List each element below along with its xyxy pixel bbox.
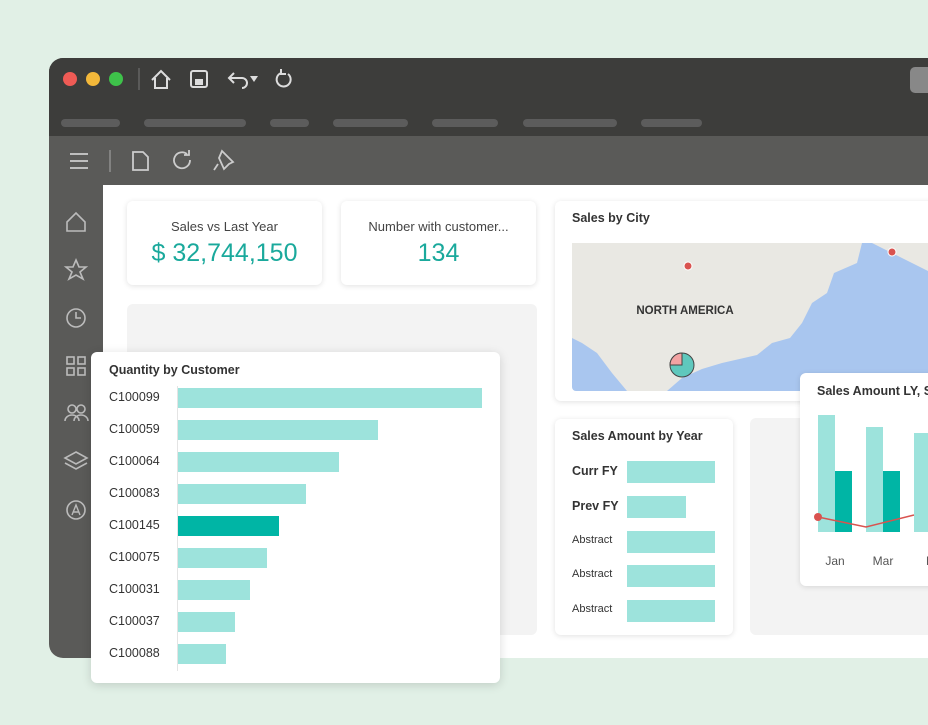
save-icon[interactable] (190, 70, 208, 88)
nav-home[interactable] (66, 211, 86, 232)
category-label: C100099 (109, 390, 160, 404)
chart-card[interactable]: Sales Amount LY, S Jan Mar M (800, 373, 928, 586)
line (817, 514, 915, 528)
bar (178, 452, 339, 472)
bar (627, 495, 686, 518)
category-label: Abstract (572, 568, 613, 581)
category-label: C100031 (109, 582, 160, 596)
menu-icon[interactable] (70, 153, 88, 169)
x-tick-label: Mar (873, 554, 894, 568)
map-marker[interactable] (887, 247, 897, 257)
tab[interactable] (270, 119, 309, 127)
bar (178, 580, 250, 600)
nav-account[interactable] (66, 500, 86, 520)
bar (627, 530, 715, 553)
refresh-icon[interactable] (275, 69, 292, 88)
kpi-card[interactable]: Sales vs Last Year $ 32,744,150 (127, 201, 322, 285)
category-label: C100064 (109, 454, 160, 468)
bar (627, 600, 715, 623)
bar (178, 420, 378, 440)
bar (178, 516, 279, 536)
kpi-card[interactable]: Number with customer... 134 (341, 201, 536, 285)
bar (627, 565, 715, 588)
combo-chart: Jan Mar M (814, 415, 928, 568)
undo-dropdown[interactable] (250, 76, 258, 82)
category-label: Curr FY (572, 464, 618, 478)
chart-card[interactable]: Sales Amount by Year Curr FY Prev FY Abstr… (555, 419, 733, 635)
category-label: C100037 (109, 614, 160, 628)
chart-card[interactable]: Quantity by Customer C100099 C100059 C1000… (91, 352, 500, 683)
new-icon[interactable] (132, 151, 149, 171)
undo-icon[interactable] (227, 72, 248, 89)
reload-icon[interactable] (173, 150, 191, 170)
tab[interactable] (333, 119, 408, 127)
nav-account (71, 503, 81, 516)
category-label: C100075 (109, 550, 160, 564)
card-title: Sales Amount LY, S (817, 384, 928, 398)
tab[interactable] (641, 119, 702, 127)
map-pie (669, 352, 683, 366)
tab[interactable] (61, 119, 120, 127)
land (572, 243, 862, 391)
nav-favorites[interactable] (63, 257, 89, 281)
tab[interactable] (144, 119, 246, 127)
card-title: Sales Amount by Year (572, 429, 703, 443)
nav-layers[interactable] (63, 451, 89, 470)
save-icon (195, 79, 203, 85)
bar (178, 484, 306, 504)
kpi-title: Sales vs Last Year (171, 219, 278, 234)
card-title: Quantity by Customer (109, 363, 240, 377)
close-button[interactable] (63, 72, 77, 86)
bar (866, 427, 883, 532)
card-title: Sales by City (572, 211, 650, 225)
map: NORTH AMERICA (572, 243, 928, 391)
home-icon[interactable] (151, 69, 171, 89)
kpi-value: 134 (417, 239, 460, 267)
nav-users[interactable] (64, 404, 89, 422)
bar (914, 433, 928, 532)
pin-icon[interactable] (213, 149, 235, 171)
bar (627, 461, 715, 483)
tab[interactable] (523, 119, 617, 127)
kpi-value: $ 32,744,150 (151, 239, 298, 267)
map-card[interactable]: Sales by City NORTH AMERICA (555, 201, 928, 401)
bar (883, 471, 900, 532)
axis-line (177, 386, 178, 671)
category-label: C100059 (109, 422, 160, 436)
bar (818, 415, 835, 532)
nav-apps[interactable] (66, 356, 86, 376)
bar (835, 471, 852, 532)
bar (178, 548, 267, 568)
map-label: NORTH AMERICA (636, 305, 733, 317)
x-tick-label: Jan (825, 554, 844, 568)
category-label: Abstract (572, 533, 613, 546)
category-label: C100088 (109, 646, 160, 660)
category-label: C100083 (109, 486, 160, 500)
bar (178, 388, 482, 408)
line-point (814, 513, 822, 521)
land (872, 243, 928, 271)
nav-recent[interactable] (66, 308, 86, 328)
search-button[interactable] (910, 67, 928, 93)
kpi-title: Number with customer... (368, 219, 509, 234)
category-label: C100145 (109, 518, 160, 532)
tab[interactable] (432, 119, 498, 127)
x-tick-label: M (926, 554, 928, 568)
category-label: Abstract (572, 603, 613, 616)
maximize-button[interactable] (109, 72, 123, 86)
bar (178, 644, 226, 664)
category-label: Prev FY (572, 498, 619, 513)
nav-recent (75, 312, 81, 319)
bar (178, 612, 235, 632)
minimize-button[interactable] (86, 72, 100, 86)
map-marker[interactable] (683, 261, 693, 271)
